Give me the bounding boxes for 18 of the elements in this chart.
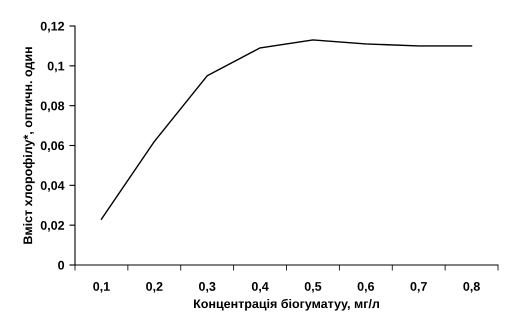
x-tick-label: 0,6 (358, 282, 374, 293)
y-tick-label: 0,12 (40, 22, 64, 32)
y-tick-label: 0,04 (40, 181, 65, 192)
y-tick-label: 0,1 (48, 62, 64, 72)
y-tick-label: 0,08 (40, 101, 64, 112)
y-tick-label: 0,06 (40, 141, 64, 152)
x-tick-label: 0,8 (463, 282, 480, 293)
x-axis-title: Концентрація біогуматуу, мг/л (194, 298, 379, 311)
x-tick-label: 0,2 (146, 282, 162, 293)
x-tick-label: 0,5 (304, 282, 322, 293)
y-tick-label: 0,02 (40, 220, 64, 232)
x-tick-label: 0,1 (93, 282, 110, 293)
y-tick-label: 0 (58, 260, 64, 270)
x-tick-label: 0,3 (198, 282, 216, 293)
x-tick-label: 0,4 (252, 282, 269, 293)
y-axis-title: Вміст хлорофілу*, оптичн. один (23, 47, 35, 244)
line-series (100, 39, 472, 220)
x-tick-label: 0,7 (410, 282, 427, 293)
